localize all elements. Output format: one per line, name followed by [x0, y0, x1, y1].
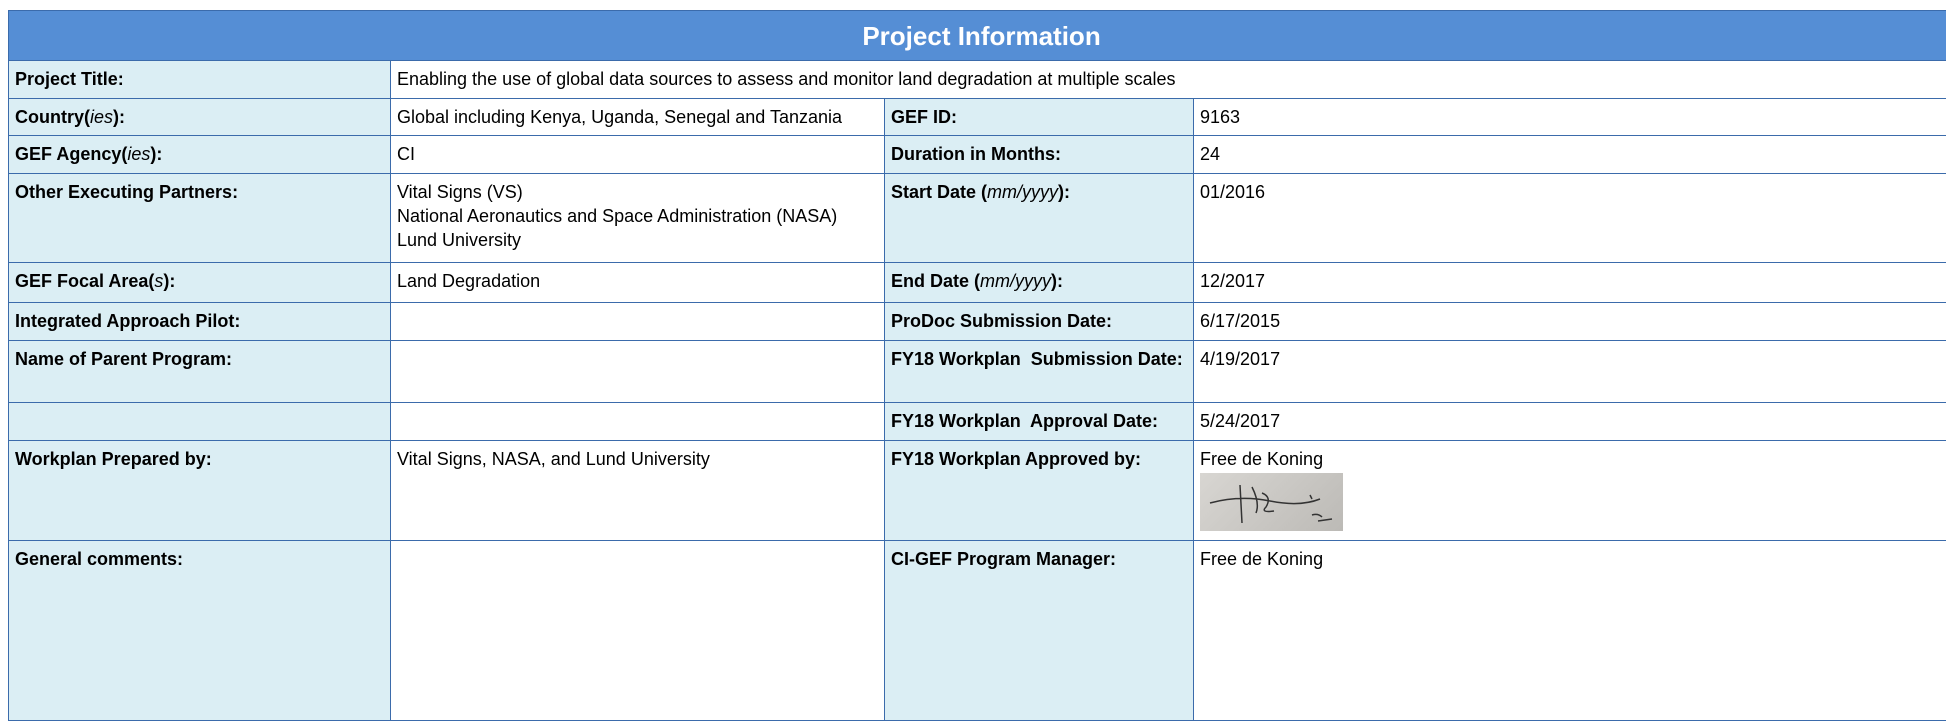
project-info: Project Information Project Title: Enabli…: [8, 10, 1946, 721]
field-label: FY18 Workplan Submission Date:: [885, 341, 1194, 403]
table-row: General comments: CI-GEF Program Manager:…: [9, 541, 1946, 721]
cell-text: Workplan Prepared by:: [15, 447, 384, 471]
label-part: ):: [113, 107, 125, 127]
field-label: Name of Parent Program:: [9, 341, 391, 403]
cell-text: Free de Koning: [1200, 447, 1946, 471]
table-row: Other Executing Partners: Vital Signs (VS…: [9, 174, 1946, 263]
cell-text: CI-GEF Program Manager:: [891, 547, 1187, 571]
value-line: Lund University: [397, 228, 878, 252]
value-line: Vital Signs (VS): [397, 180, 878, 204]
signature: [1200, 473, 1343, 531]
cell-text: 4/19/2017: [1200, 347, 1946, 371]
cell-text: Name of Parent Program:: [15, 347, 384, 371]
field-value: [391, 541, 885, 721]
table-row: GEF Focal Area(s):Land Degradation End Da…: [9, 263, 1946, 303]
field-value: 24: [1194, 136, 1946, 174]
field-label: CI-GEF Program Manager:: [885, 541, 1194, 721]
field-label: Project Title:: [9, 61, 391, 99]
cell-text: Other Executing Partners:: [15, 180, 384, 204]
field-value: Global including Kenya, Uganda, Senegal …: [391, 99, 885, 136]
field-value: Free de Koning: [1194, 441, 1946, 541]
cell-text: 5/24/2017: [1200, 409, 1946, 433]
field-value: 01/2016: [1194, 174, 1946, 263]
signature-image: [1200, 473, 1343, 531]
field-label: Workplan Prepared by:: [9, 441, 391, 541]
label-part: Start Date (: [891, 182, 987, 202]
cell-text: CI: [397, 142, 878, 166]
field-label: ProDoc Submission Date:: [885, 303, 1194, 341]
cell-text: FY18 Workplan Approved by:: [891, 447, 1187, 471]
field-value: Land Degradation: [391, 263, 885, 303]
cell-text: Land Degradation: [397, 269, 878, 293]
field-label: [9, 403, 391, 441]
field-label: Duration in Months:: [885, 136, 1194, 174]
field-label: End Date (mm/yyyy):: [885, 263, 1194, 303]
field-value: [391, 303, 885, 341]
label-part: ies: [127, 144, 150, 164]
cell-text: FY18 Workplan Submission Date:: [891, 347, 1187, 371]
field-value: Vital Signs, NASA, and Lund University: [391, 441, 885, 541]
cell-text: 24: [1200, 142, 1946, 166]
field-value: 6/17/2015: [1194, 303, 1946, 341]
label-part: GEF Focal Area(: [15, 271, 154, 291]
field-label: Other Executing Partners:: [9, 174, 391, 263]
label-part: GEF Agency(: [15, 144, 127, 164]
field-value: Vital Signs (VS)National Aeronautics and…: [391, 174, 885, 263]
table-row: FY18 Workplan Approval Date: 5/24/2017: [9, 403, 1946, 441]
field-value: 5/24/2017: [1194, 403, 1946, 441]
label-part: ies: [90, 107, 113, 127]
cell-text: 01/2016: [1200, 180, 1946, 204]
field-label: Integrated Approach Pilot:: [9, 303, 391, 341]
label-part: ):: [1051, 271, 1063, 291]
table-row: Integrated Approach Pilot: ProDoc Submiss…: [9, 303, 1946, 341]
label-part: ):: [163, 271, 175, 291]
field-value: 9163: [1194, 99, 1946, 136]
cell-text: GEF ID:: [891, 105, 1187, 129]
label-part: ):: [150, 144, 162, 164]
label-part: ):: [1058, 182, 1070, 202]
label-part: Country(: [15, 107, 90, 127]
cell-text: 12/2017: [1200, 269, 1946, 293]
label-part: mm/yyyy: [980, 271, 1051, 291]
cell-text: FY18 Workplan Approval Date:: [891, 409, 1187, 433]
field-value: [391, 341, 885, 403]
label-part: End Date (: [891, 271, 980, 291]
field-value: [391, 403, 885, 441]
cell-text: Integrated Approach Pilot:: [15, 309, 384, 333]
field-label: FY18 Workplan Approval Date:: [885, 403, 1194, 441]
cell-text: Free de Koning: [1200, 547, 1946, 571]
field-label: General comments:: [9, 541, 391, 721]
cell-text: ProDoc Submission Date:: [891, 309, 1187, 333]
cell-text: Enabling the use of global data sources …: [397, 67, 1946, 91]
table-row: Name of Parent Program: FY18 Workplan Sub…: [9, 341, 1946, 403]
table-title: Project Information: [9, 11, 1946, 61]
field-label: FY18 Workplan Approved by:: [885, 441, 1194, 541]
table-row: Country(ies):Global including Kenya, Uga…: [9, 99, 1946, 136]
field-label: Start Date (mm/yyyy):: [885, 174, 1194, 263]
cell-text: Vital Signs, NASA, and Lund University: [397, 447, 878, 471]
cell-text: 9163: [1200, 105, 1946, 129]
field-label: GEF Agency(ies):: [9, 136, 391, 174]
header-row: Project Information: [9, 11, 1946, 61]
field-value: Free de Koning: [1194, 541, 1946, 721]
label-part: mm/yyyy: [987, 182, 1058, 202]
table-row: Project Title: Enabling the use of global…: [9, 61, 1946, 99]
field-value: Enabling the use of global data sources …: [391, 61, 1946, 99]
field-label: Country(ies):: [9, 99, 391, 136]
field-value: 12/2017: [1194, 263, 1946, 303]
value-line: National Aeronautics and Space Administr…: [397, 204, 878, 228]
field-label: GEF Focal Area(s):: [9, 263, 391, 303]
field-label: GEF ID:: [885, 99, 1194, 136]
cell-text: Project Title:: [15, 67, 384, 91]
cell-text: Duration in Months:: [891, 142, 1187, 166]
cell-text: 6/17/2015: [1200, 309, 1946, 333]
field-value: 4/19/2017: [1194, 341, 1946, 403]
field-value: CI: [391, 136, 885, 174]
info-table: Project Information Project Title: Enabli…: [8, 10, 1946, 721]
table-row: Workplan Prepared by: Vital Signs, NASA, …: [9, 441, 1946, 541]
cell-text: General comments:: [15, 547, 384, 571]
cell-text: Global including Kenya, Uganda, Senegal …: [397, 105, 878, 129]
